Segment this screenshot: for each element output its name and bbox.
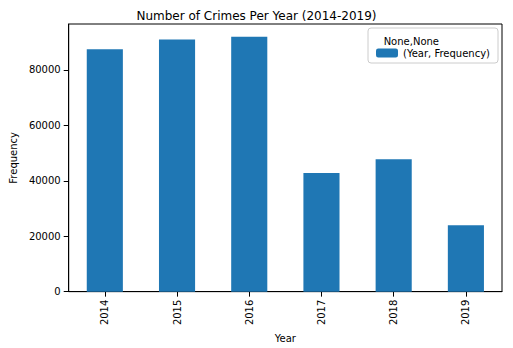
- svg-text:2015: 2015: [172, 300, 183, 325]
- svg-text:2016: 2016: [244, 300, 255, 325]
- svg-text:Year: Year: [274, 333, 297, 344]
- svg-text:60000: 60000: [29, 120, 61, 131]
- svg-text:2019: 2019: [460, 300, 471, 325]
- svg-text:40000: 40000: [29, 175, 61, 186]
- svg-text:2017: 2017: [316, 300, 327, 325]
- svg-text:2018: 2018: [388, 300, 399, 325]
- svg-text:2014: 2014: [99, 300, 110, 325]
- svg-text:0: 0: [54, 286, 60, 297]
- svg-text:(Year, Frequency): (Year, Frequency): [403, 48, 490, 59]
- svg-text:80000: 80000: [29, 64, 61, 75]
- svg-text:Frequency: Frequency: [8, 132, 19, 184]
- svg-text:None,None: None,None: [384, 36, 439, 47]
- svg-text:Number of Crimes Per Year (201: Number of Crimes Per Year (2014-2019): [136, 9, 376, 23]
- svg-text:20000: 20000: [29, 231, 61, 242]
